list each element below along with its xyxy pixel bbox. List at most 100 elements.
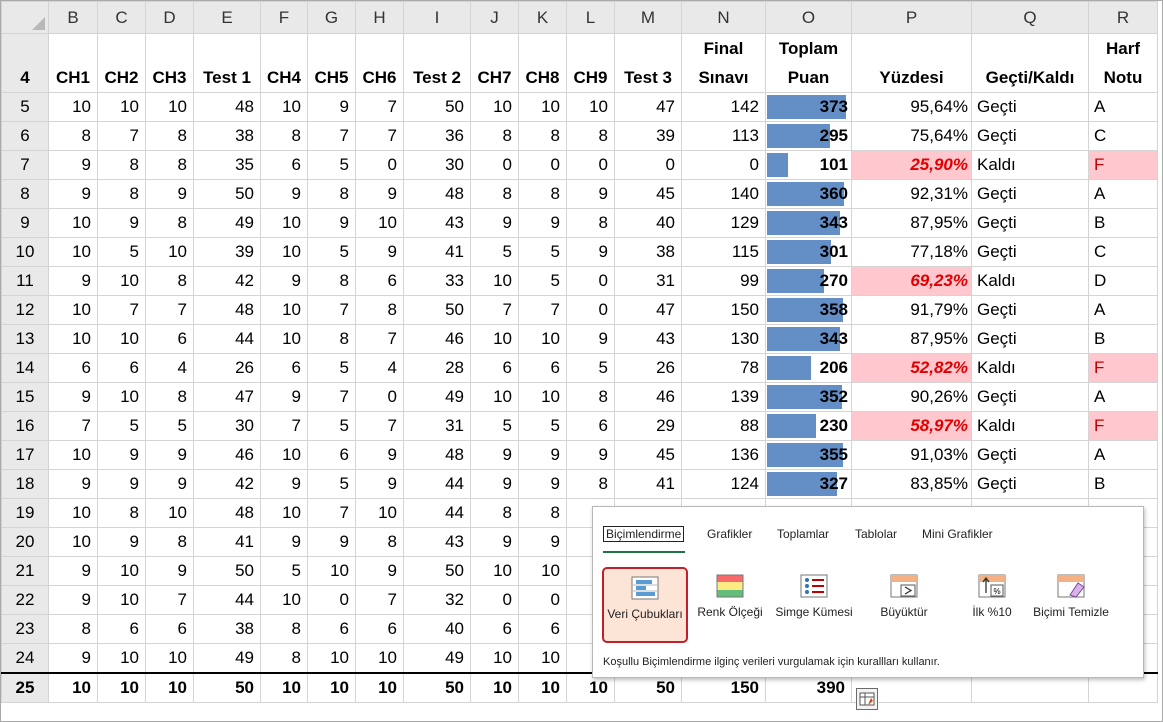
header-cell[interactable]: Test 1 bbox=[193, 33, 261, 93]
score-cell[interactable]: 33 bbox=[403, 266, 471, 296]
score-cell[interactable]: 43 bbox=[403, 208, 471, 238]
score-cell[interactable]: 0 bbox=[355, 382, 404, 412]
score-cell[interactable]: 4 bbox=[355, 353, 404, 383]
score-cell[interactable]: 9 bbox=[48, 150, 98, 180]
row-header[interactable]: 22 bbox=[1, 585, 49, 615]
score-cell[interactable]: 9 bbox=[470, 469, 519, 499]
score-cell[interactable]: 6 bbox=[518, 614, 567, 644]
score-cell[interactable]: 9 bbox=[518, 440, 567, 470]
score-cell[interactable]: 9 bbox=[566, 179, 615, 209]
header-cell[interactable]: Test 3 bbox=[614, 33, 682, 93]
score-cell[interactable]: 5 bbox=[566, 353, 615, 383]
score-cell[interactable]: 88 bbox=[681, 411, 766, 441]
status-cell[interactable]: Geçti bbox=[971, 440, 1089, 470]
score-cell[interactable]: 10 bbox=[470, 266, 519, 296]
score-cell[interactable]: 44 bbox=[193, 585, 261, 615]
score-cell[interactable]: 50 bbox=[193, 179, 261, 209]
total-score-cell[interactable]: 373 bbox=[765, 92, 852, 122]
score-cell[interactable]: 50 bbox=[403, 92, 471, 122]
score-cell[interactable]: 6 bbox=[97, 614, 146, 644]
score-cell[interactable]: 39 bbox=[193, 237, 261, 267]
score-cell[interactable]: 7 bbox=[518, 295, 567, 325]
score-cell[interactable]: 48 bbox=[403, 440, 471, 470]
tool-color-scale[interactable]: Renk Ölçeği bbox=[689, 567, 771, 639]
score-cell[interactable]: 136 bbox=[681, 440, 766, 470]
score-cell[interactable]: 9 bbox=[518, 469, 567, 499]
score-cell[interactable]: 28 bbox=[403, 353, 471, 383]
score-cell[interactable]: 8 bbox=[518, 498, 567, 528]
score-cell[interactable]: 7 bbox=[307, 295, 356, 325]
row-header[interactable]: 6 bbox=[1, 121, 49, 151]
score-cell[interactable]: 9 bbox=[470, 527, 519, 557]
score-cell[interactable]: 9 bbox=[566, 324, 615, 354]
score-cell[interactable]: 8 bbox=[145, 527, 194, 557]
score-cell[interactable]: 10 bbox=[307, 643, 356, 674]
score-cell[interactable]: 10 bbox=[518, 324, 567, 354]
percentage-cell[interactable]: 58,97% bbox=[851, 411, 972, 441]
row-header[interactable]: 16 bbox=[1, 411, 49, 441]
score-cell[interactable]: 9 bbox=[355, 556, 404, 586]
status-cell[interactable]: Geçti bbox=[971, 324, 1089, 354]
score-cell[interactable]: 7 bbox=[97, 121, 146, 151]
score-cell[interactable]: 49 bbox=[193, 643, 261, 674]
column-header-h[interactable]: H bbox=[355, 1, 404, 34]
total-score-cell[interactable]: 352 bbox=[765, 382, 852, 412]
score-cell[interactable]: 8 bbox=[518, 121, 567, 151]
row-header[interactable]: 7 bbox=[1, 150, 49, 180]
score-cell[interactable]: 7 bbox=[307, 121, 356, 151]
total-score-cell[interactable]: 206 bbox=[765, 353, 852, 383]
score-cell[interactable]: 9 bbox=[260, 527, 308, 557]
column-header-c[interactable]: C bbox=[97, 1, 146, 34]
score-cell[interactable]: 130 bbox=[681, 324, 766, 354]
score-cell[interactable]: 9 bbox=[48, 556, 98, 586]
percentage-cell[interactable]: 52,82% bbox=[851, 353, 972, 383]
score-cell[interactable]: 8 bbox=[566, 469, 615, 499]
max-points-cell[interactable]: 10 bbox=[260, 672, 308, 703]
score-cell[interactable]: 7 bbox=[145, 295, 194, 325]
total-score-cell[interactable]: 358 bbox=[765, 295, 852, 325]
total-score-cell[interactable]: 230 bbox=[765, 411, 852, 441]
column-header-l[interactable]: L bbox=[566, 1, 615, 34]
tab-2[interactable]: Toplamlar bbox=[777, 527, 830, 541]
row-header[interactable]: 17 bbox=[1, 440, 49, 470]
max-points-cell[interactable]: 10 bbox=[97, 672, 146, 703]
score-cell[interactable]: 49 bbox=[403, 643, 471, 674]
score-cell[interactable]: 10 bbox=[48, 324, 98, 354]
score-cell[interactable]: 48 bbox=[403, 179, 471, 209]
score-cell[interactable]: 6 bbox=[355, 614, 404, 644]
score-cell[interactable]: 6 bbox=[307, 440, 356, 470]
column-header-q[interactable]: Q bbox=[971, 1, 1089, 34]
score-cell[interactable]: 42 bbox=[193, 469, 261, 499]
row-header[interactable]: 20 bbox=[1, 527, 49, 557]
tool-icon-set[interactable]: Simge Kümesi bbox=[773, 567, 855, 639]
score-cell[interactable]: 6 bbox=[470, 614, 519, 644]
score-cell[interactable]: 5 bbox=[470, 411, 519, 441]
status-cell[interactable]: Geçti bbox=[971, 295, 1089, 325]
score-cell[interactable]: 5 bbox=[97, 237, 146, 267]
score-cell[interactable]: 10 bbox=[145, 643, 194, 674]
header-cell[interactable]: CH2 bbox=[97, 33, 146, 93]
row-header[interactable]: 18 bbox=[1, 469, 49, 499]
status-cell[interactable]: Geçti bbox=[971, 179, 1089, 209]
score-cell[interactable]: 9 bbox=[48, 179, 98, 209]
row-header[interactable]: 5 bbox=[1, 92, 49, 122]
score-cell[interactable]: 48 bbox=[193, 498, 261, 528]
score-cell[interactable]: 9 bbox=[566, 440, 615, 470]
score-cell[interactable]: 48 bbox=[193, 295, 261, 325]
score-cell[interactable]: 9 bbox=[48, 382, 98, 412]
status-cell[interactable]: Geçti bbox=[971, 208, 1089, 238]
score-cell[interactable]: 39 bbox=[614, 121, 682, 151]
score-cell[interactable]: 10 bbox=[260, 498, 308, 528]
score-cell[interactable]: 10 bbox=[470, 643, 519, 674]
header-cell[interactable]: CH3 bbox=[145, 33, 194, 93]
score-cell[interactable]: 44 bbox=[403, 498, 471, 528]
row-header[interactable]: 14 bbox=[1, 353, 49, 383]
score-cell[interactable]: 26 bbox=[193, 353, 261, 383]
status-cell[interactable]: Geçti bbox=[971, 469, 1089, 499]
total-score-cell[interactable]: 343 bbox=[765, 208, 852, 238]
score-cell[interactable]: 8 bbox=[307, 179, 356, 209]
score-cell[interactable]: 50 bbox=[403, 295, 471, 325]
percentage-cell[interactable]: 69,23% bbox=[851, 266, 972, 296]
percentage-cell[interactable]: 77,18% bbox=[851, 237, 972, 267]
score-cell[interactable]: 0 bbox=[355, 150, 404, 180]
